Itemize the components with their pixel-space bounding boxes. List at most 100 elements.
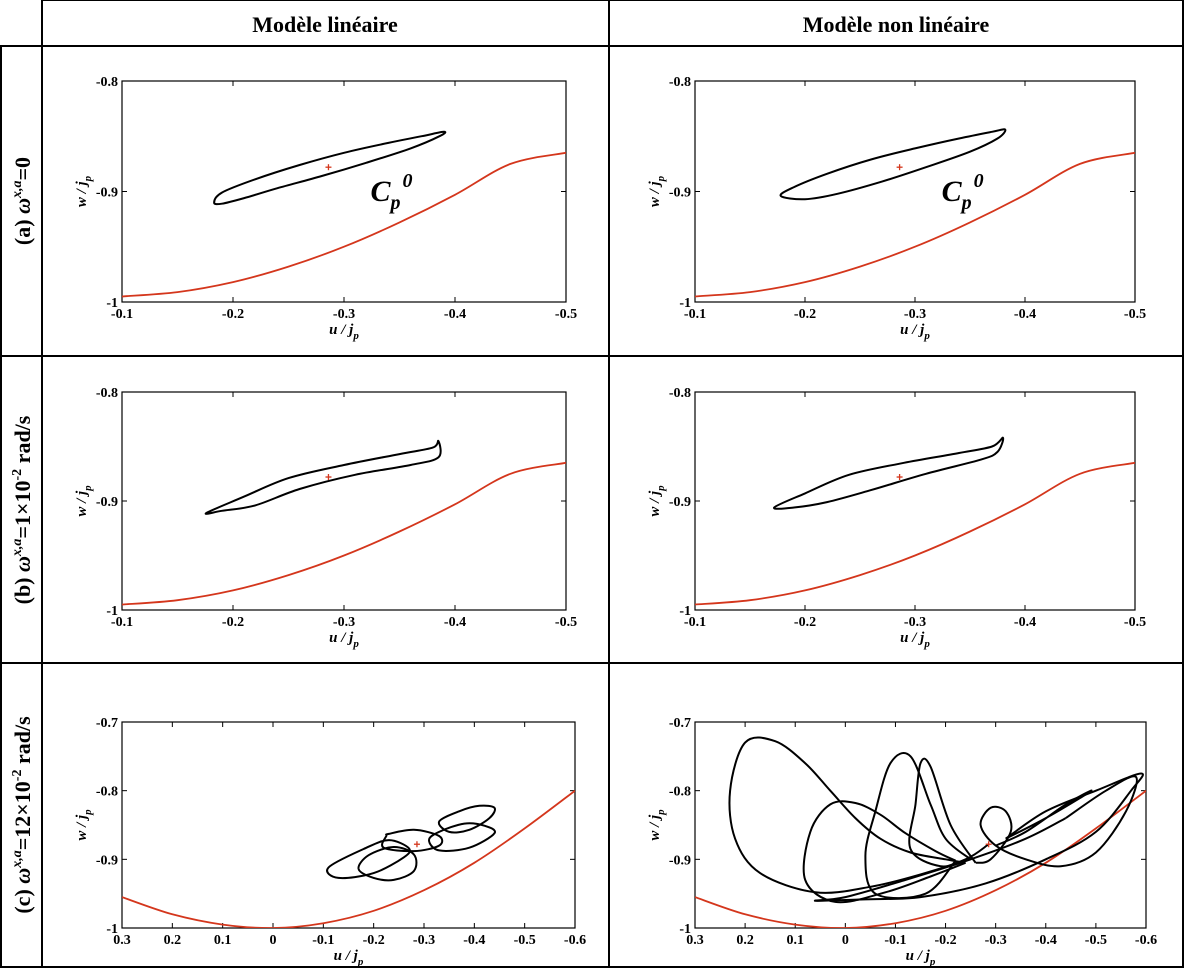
y-tick-label: -1 (679, 296, 691, 311)
x-axis-label: u / jp (900, 630, 930, 650)
x-tick-label: 0.2 (164, 933, 182, 948)
column-header-nonlinear: Modèle non linéaire (803, 12, 990, 37)
x-tick-label: 0 (270, 933, 277, 948)
y-tick-label: -0.7 (96, 716, 118, 731)
x-tick-label: -0.4 (1014, 307, 1036, 322)
x-axis-label: u / jp (900, 322, 930, 342)
trajectory-1 (213, 130, 447, 206)
trajectory-4 (428, 822, 496, 852)
x-axis-label: u / jp (334, 948, 364, 968)
x-tick-label: -0.5 (1124, 307, 1146, 322)
center-marker (985, 841, 992, 848)
y-axis-label: w / jp (647, 175, 667, 207)
x-tick-label: 0.1 (786, 933, 804, 948)
y-axis-label: w / jp (647, 809, 667, 841)
trajectory-1 (773, 436, 1005, 510)
y-tick-label: -0.8 (96, 75, 118, 90)
x-tick-label: -0.1 (684, 615, 706, 630)
center-marker (325, 474, 332, 481)
row-label-c: (c) ωx,a=12×10-2 rad/s (10, 716, 35, 914)
trajectory-5 (975, 775, 1138, 868)
boundary-curve (695, 789, 1146, 928)
y-tick-label: -0.9 (96, 186, 118, 201)
y-tick-label: -0.9 (669, 853, 691, 868)
x-tick-label: -0.6 (564, 933, 586, 948)
x-axis-label: u / jp (906, 948, 936, 968)
y-tick-label: -0.8 (96, 386, 118, 401)
y-tick-label: -1 (106, 922, 118, 937)
y-tick-label: -1 (106, 296, 118, 311)
x-tick-label: -0.2 (363, 933, 385, 948)
y-axis-label: w / jp (74, 809, 94, 841)
plot-frame (694, 80, 1136, 303)
x-tick-label: -0.1 (884, 933, 906, 948)
x-tick-label: -0.5 (1085, 933, 1107, 948)
x-tick-label: 0.3 (113, 933, 131, 948)
y-axis-label: w / jp (74, 485, 94, 517)
panel-c-linear: 0.3 0.2 0.1 0 -0.1 -0.2 -0.3 -0.4 -0.5 -0.6 -1 -0.9… (74, 716, 586, 968)
row-label-a: (a) ωx,a=0 (10, 157, 35, 245)
x-tick-label: 0.2 (736, 933, 754, 948)
y-tick-label: -0.8 (669, 75, 691, 90)
plot-frame (121, 391, 567, 611)
y-tick-label: -0.8 (669, 785, 691, 800)
x-tick-label: -0.3 (904, 615, 926, 630)
y-axis-label: w / jp (74, 175, 94, 207)
x-tick-label: 0.3 (686, 933, 704, 948)
x-tick-label: -0.1 (111, 615, 133, 630)
x-tick-label: -0.4 (444, 307, 466, 322)
panel-a-linear: -0.1 -0.2 -0.3 -0.4 -0.5 -1 -0.9 -0.8 u / jp w / … (74, 75, 577, 342)
x-tick-label: -0.4 (1035, 933, 1057, 948)
boundary-curve (122, 461, 566, 606)
x-tick-label: -0.4 (1014, 615, 1036, 630)
annotation-cp0: Cp0 (942, 170, 984, 214)
y-tick-label: -0.9 (669, 186, 691, 201)
center-marker (413, 841, 420, 848)
trajectory-1 (204, 439, 442, 515)
x-tick-label: 0 (842, 933, 849, 948)
panel-b-nonlinear: -0.1 -0.2 -0.3 -0.4 -0.5 -1 -0.9 -0.8 u / jp w / … (647, 386, 1146, 650)
x-tick-label: -0.3 (413, 933, 435, 948)
boundary-curve (122, 789, 575, 928)
boundary-curve (695, 151, 1135, 298)
center-marker (896, 164, 903, 171)
y-tick-label: -0.9 (96, 495, 118, 510)
panel-c-nonlinear: 0.3 0.2 0.1 0 -0.1 -0.2 -0.3 -0.4 -0.5 -0.6 -1 -0.9… (647, 716, 1157, 968)
y-tick-label: -0.9 (669, 495, 691, 510)
x-tick-label: -0.1 (111, 307, 133, 322)
trajectory-5 (437, 804, 496, 834)
plot-frame (121, 80, 567, 303)
x-tick-label: -0.5 (555, 307, 577, 322)
panel-a-nonlinear: -0.1 -0.2 -0.3 -0.4 -0.5 -1 -0.9 -0.8 u / jp w / … (647, 75, 1146, 342)
x-tick-label: -0.3 (904, 307, 926, 322)
y-tick-label: -1 (106, 604, 118, 619)
plot-frame (694, 721, 1147, 929)
x-tick-label: -0.5 (514, 933, 536, 948)
trajectory-2 (802, 800, 966, 904)
row-label-b: (b) ωx,a=1×10-2 rad/s (10, 415, 35, 604)
center-marker (896, 474, 903, 481)
x-tick-label: -0.2 (222, 307, 244, 322)
x-tick-label: -0.3 (985, 933, 1007, 948)
x-tick-label: -0.6 (1135, 933, 1157, 948)
boundary-curve (695, 461, 1135, 606)
trajectory-3 (357, 845, 418, 882)
x-tick-label: -0.2 (794, 615, 816, 630)
y-tick-label: -0.9 (96, 853, 118, 868)
boundary-curve (122, 151, 566, 298)
panel-b-linear: -0.1 -0.2 -0.3 -0.4 -0.5 -1 -0.9 -0.8 u / jp w / … (74, 386, 577, 650)
x-tick-label: -0.2 (794, 307, 816, 322)
y-tick-label: -0.7 (669, 716, 691, 731)
plot-frame (694, 391, 1136, 611)
trajectory-1 (779, 128, 1007, 201)
x-tick-label: -0.5 (1124, 615, 1146, 630)
x-tick-label: -0.2 (222, 615, 244, 630)
trajectory-7 (995, 789, 1093, 847)
trajectory-4 (908, 757, 977, 868)
x-tick-label: -0.3 (333, 307, 355, 322)
trajectory-1 (728, 736, 990, 894)
x-tick-label: -0.5 (555, 615, 577, 630)
x-tick-label: -0.4 (444, 615, 466, 630)
